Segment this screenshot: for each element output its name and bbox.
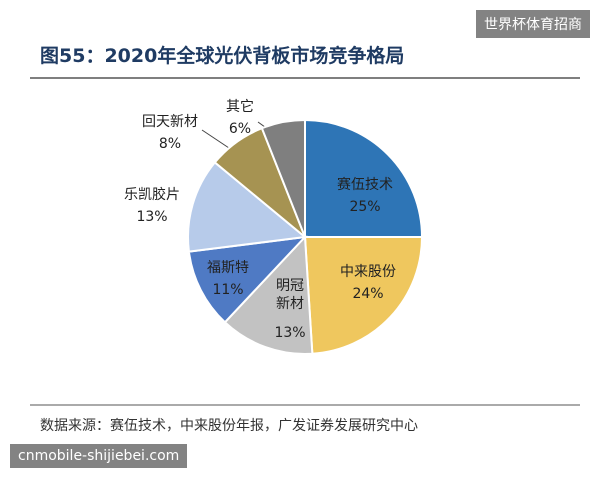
slice-label: 其它 xyxy=(226,99,254,115)
slice-label: 中来股份 xyxy=(340,264,396,280)
slice-label: 赛伍技术 xyxy=(337,177,393,193)
pie-slice xyxy=(260,118,306,238)
value-label: 25% xyxy=(349,199,381,215)
pie-slice xyxy=(303,236,424,355)
watermark: 世界杯体育招商 xyxy=(476,10,590,38)
value-label: 13% xyxy=(136,209,168,225)
value-label: 13% xyxy=(274,325,306,341)
watermark: cnmobile-shijiebei.com xyxy=(10,444,188,468)
pie-slice xyxy=(187,235,308,324)
slice-label: 回天新材 xyxy=(142,114,198,130)
value-label: 8% xyxy=(158,136,182,152)
pie-slice xyxy=(223,234,314,355)
slice-label: 福斯特 xyxy=(207,260,249,276)
pie-slice xyxy=(304,118,424,238)
slice-label: 乐凯胶片 xyxy=(124,187,180,203)
chart-title: 图55：2020年全球光伏背板市场竞争格局 xyxy=(40,44,404,67)
value-label: 11% xyxy=(212,282,244,298)
value-label: 6% xyxy=(228,121,252,137)
source: 数据来源：赛伍技术，中来股份年报，广发证券发展研究中心 xyxy=(40,418,418,434)
slice-label: 明冠新材 xyxy=(276,278,304,312)
value-label: 24% xyxy=(352,286,384,302)
leader-line xyxy=(201,129,233,151)
pie-slice xyxy=(187,161,308,253)
